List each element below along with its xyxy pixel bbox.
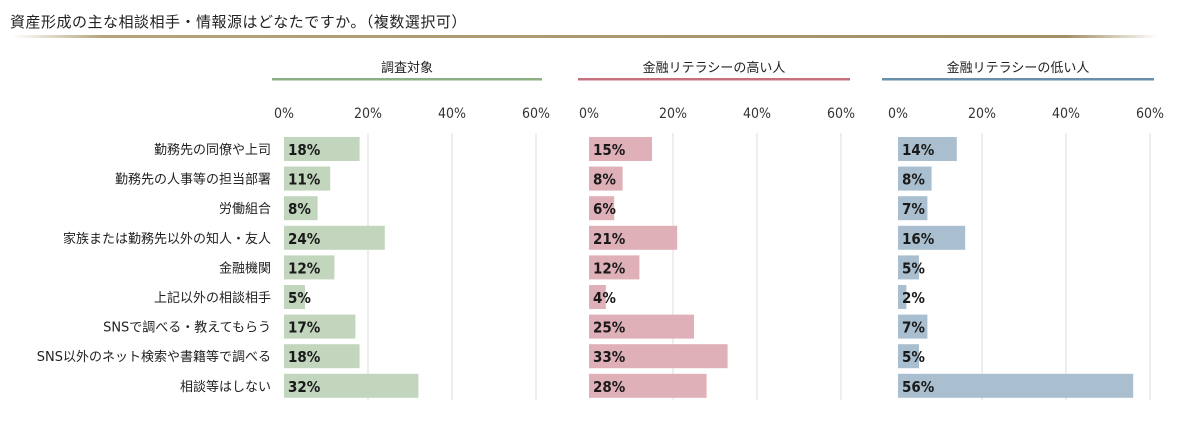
data-label: 16% [902, 230, 935, 248]
bar [589, 166, 623, 191]
data-label: 8% [902, 171, 925, 189]
x-tick-label: 20% [354, 106, 382, 122]
data-label: 28% [593, 378, 626, 396]
category-label: 労働組合 [219, 202, 271, 217]
category-label: 勤務先の同僚や上司 [154, 143, 271, 158]
data-label: 5% [288, 289, 311, 307]
category-label: 相談等はしない [180, 379, 271, 395]
data-label: 12% [593, 259, 626, 277]
bar [284, 344, 360, 369]
bar [284, 225, 385, 250]
category-label: SNSで調べる・教えてもらう [103, 320, 271, 336]
series-title-rule [882, 78, 1154, 81]
x-tick-label: 0% [888, 106, 908, 122]
bar [284, 373, 419, 398]
series-title-rule [578, 78, 850, 81]
data-label: 33% [593, 348, 626, 366]
bar [898, 137, 957, 161]
data-label: 14% [902, 141, 935, 159]
category-label: SNS以外のネット検索や書籍等で調べる [37, 349, 271, 365]
bar [284, 255, 335, 280]
data-label: 18% [288, 141, 321, 159]
category-label: 勤務先の人事等の担当部署 [115, 172, 271, 188]
data-label: 24% [288, 230, 321, 248]
bar [898, 344, 919, 369]
bar [284, 285, 305, 309]
bar [284, 137, 360, 161]
bar [284, 314, 356, 339]
bar [898, 225, 966, 250]
bar [589, 314, 694, 339]
data-label: 32% [288, 378, 321, 396]
page-title: 資産形成の主な相談相手・情報源はどなたですか。（複数選択可） [10, 13, 467, 31]
x-tick-label: 20% [968, 106, 996, 122]
title-underline [12, 35, 1158, 38]
series-title: 金融リテラシーの高い人 [643, 60, 786, 76]
data-label: 21% [593, 230, 626, 248]
bar [589, 137, 652, 161]
x-tick-label: 0% [579, 106, 599, 122]
data-label: 17% [288, 319, 321, 337]
bar [284, 196, 318, 221]
bar [589, 196, 615, 221]
bar [284, 166, 331, 191]
bar [589, 225, 678, 250]
data-label: 4% [593, 289, 616, 307]
series-title-rule [272, 78, 542, 81]
data-label: 8% [593, 171, 616, 189]
data-label: 2% [902, 289, 925, 307]
category-label: 家族または勤務先以外の知人・友人 [63, 231, 271, 247]
category-label: 金融機関 [219, 260, 271, 276]
data-label: 15% [593, 141, 626, 159]
x-tick-label: 20% [659, 106, 687, 122]
bar [589, 255, 640, 280]
data-label: 25% [593, 319, 626, 337]
data-label: 18% [288, 348, 321, 366]
data-label: 5% [902, 348, 925, 366]
bar [589, 344, 728, 369]
x-tick-label: 60% [1136, 106, 1164, 122]
data-label: 56% [902, 378, 935, 396]
data-label: 8% [288, 200, 311, 218]
series-title: 金融リテラシーの低い人 [947, 60, 1090, 76]
x-tick-label: 60% [522, 106, 550, 122]
x-tick-label: 40% [438, 106, 466, 122]
data-label: 7% [902, 319, 925, 337]
x-tick-label: 40% [1052, 106, 1080, 122]
bar [898, 255, 919, 280]
data-label: 6% [593, 200, 616, 218]
x-tick-label: 40% [743, 106, 771, 122]
data-label: 5% [902, 259, 925, 277]
bar [898, 314, 928, 339]
bar [898, 285, 907, 309]
bar [898, 373, 1134, 398]
x-tick-label: 0% [274, 106, 294, 122]
x-tick-label: 60% [827, 106, 855, 122]
category-label: 上記以外の相談相手 [154, 290, 271, 306]
bar [898, 166, 932, 191]
bar [589, 373, 707, 398]
bar [898, 196, 928, 221]
data-label: 12% [288, 259, 321, 277]
bar [589, 285, 606, 309]
data-label: 7% [902, 200, 925, 218]
data-label: 11% [288, 171, 321, 189]
series-title: 調査対象 [381, 61, 433, 76]
